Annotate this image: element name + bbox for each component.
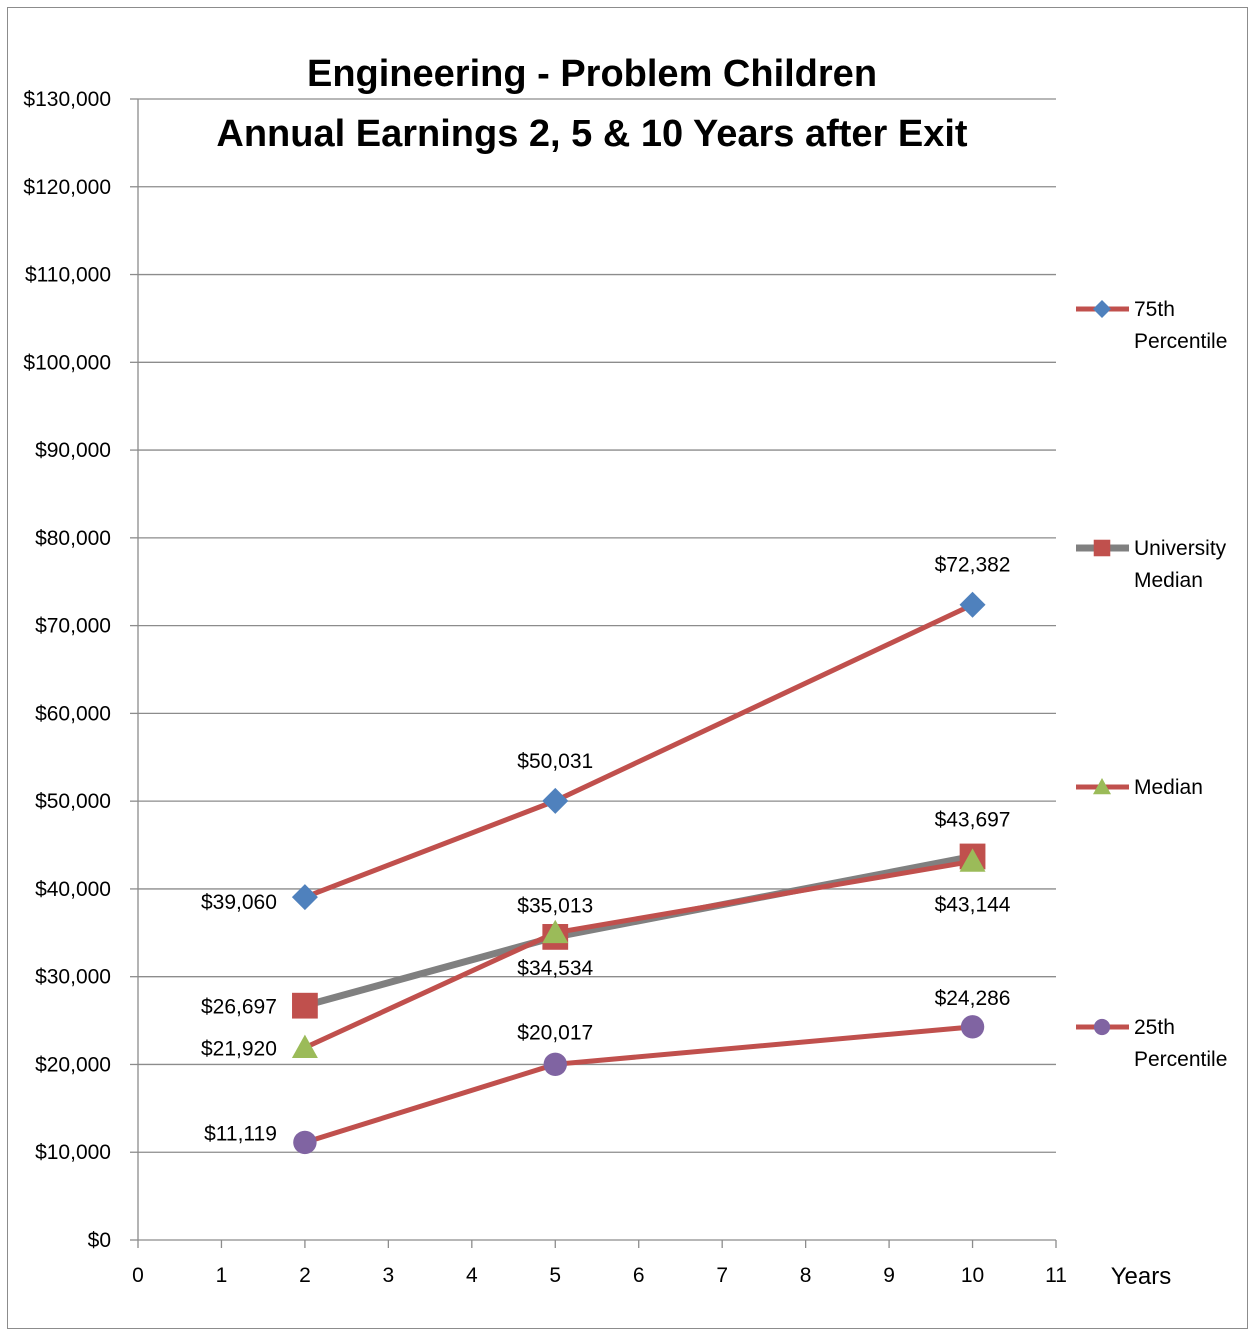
axes: $0 $10,000 $20,000 $30,000 $40,000 $50,000 $60… xyxy=(23,88,1067,1287)
legend-marker xyxy=(1093,300,1111,318)
chart-title-line-2: Annual Earnings 2, 5 & 10 Years after Ex… xyxy=(216,113,968,155)
data-label: $39,060 xyxy=(201,891,277,914)
data-labels: $39,060 $50,031 $72,382 $26,697 $34,534 $43,6… xyxy=(201,554,1011,1146)
legend-label: Median xyxy=(1134,776,1203,799)
data-point-marker xyxy=(542,919,569,944)
data-label: $26,697 xyxy=(201,996,277,1019)
y-tick-label: $120,000 xyxy=(23,176,111,199)
chart-frame xyxy=(7,7,1248,1329)
data-label: $35,013 xyxy=(517,895,593,918)
data-point-marker xyxy=(293,1130,317,1155)
y-tick-label: $100,000 xyxy=(23,351,111,374)
data-point-marker xyxy=(542,787,569,814)
y-tick-label: $60,000 xyxy=(35,702,111,725)
y-tick-label: $90,000 xyxy=(35,439,111,462)
data-point-marker xyxy=(292,992,318,1019)
data-label: $72,382 xyxy=(935,554,1011,577)
data-label: $24,286 xyxy=(935,987,1011,1010)
data-label: $34,534 xyxy=(517,957,593,980)
y-tick-label: $30,000 xyxy=(35,966,111,989)
x-tick-label: 5 xyxy=(549,1264,561,1287)
legend-label: Percentile xyxy=(1134,330,1227,353)
legend-marker xyxy=(1093,778,1111,795)
legend-item: 25th Percentile xyxy=(1076,1016,1227,1071)
x-tick-label: 8 xyxy=(800,1264,812,1287)
y-tick-label: $20,000 xyxy=(35,1053,111,1076)
series-line xyxy=(304,1024,973,1145)
x-tick-label: 11 xyxy=(1045,1264,1067,1287)
x-tick-label: 1 xyxy=(216,1264,228,1287)
chart-title-line-1: Engineering - Problem Children xyxy=(307,53,877,95)
x-tick-label: 4 xyxy=(466,1264,478,1287)
y-tick-label: $70,000 xyxy=(35,615,111,638)
data-label: $20,017 xyxy=(517,1021,593,1044)
data-point-marker xyxy=(291,1034,318,1059)
data-point-marker xyxy=(959,591,986,618)
data-point-marker xyxy=(291,884,318,911)
gridlines xyxy=(138,98,1056,1153)
x-tick-label: 9 xyxy=(883,1264,895,1287)
data-point-marker xyxy=(959,848,986,872)
legend-item: Median xyxy=(1076,776,1203,799)
data-label: $11,119 xyxy=(204,1122,277,1145)
legend-item: University Median xyxy=(1076,537,1227,592)
legend-label: University xyxy=(1134,537,1227,560)
x-tick-label: 6 xyxy=(633,1264,645,1287)
y-tick-label: $0 xyxy=(88,1229,111,1252)
legend-marker xyxy=(1093,1018,1111,1036)
x-tick-label: 3 xyxy=(383,1264,395,1287)
y-tick-label: $130,000 xyxy=(23,88,111,111)
data-label: $43,144 xyxy=(935,893,1011,916)
legend-label: Median xyxy=(1134,569,1203,592)
series-line xyxy=(304,602,974,900)
y-tick-label: $110,000 xyxy=(25,264,111,287)
y-tick-label: $80,000 xyxy=(35,527,111,550)
data-point-marker xyxy=(543,1052,567,1077)
x-tick-label: 0 xyxy=(132,1264,144,1287)
y-tick-label: $10,000 xyxy=(35,1141,111,1164)
series-75th-percentile xyxy=(304,602,974,900)
x-tick-label: 2 xyxy=(299,1264,311,1287)
y-tick-label: $40,000 xyxy=(35,878,111,901)
legend: 75th Percentile University Median Median 25th… xyxy=(1076,298,1227,1071)
legend-label: 25th xyxy=(1134,1016,1175,1039)
legend-item: 75th Percentile xyxy=(1076,298,1227,353)
series-lines xyxy=(291,591,986,1155)
y-tick-label: $50,000 xyxy=(35,790,111,813)
legend-label: 75th xyxy=(1134,298,1175,321)
data-label: $21,920 xyxy=(201,1038,277,1061)
legend-marker xyxy=(1093,539,1111,557)
legend-label: Percentile xyxy=(1134,1048,1227,1071)
series-25th-percentile xyxy=(304,1024,973,1145)
x-tick-label: 7 xyxy=(716,1264,728,1287)
x-tick-label: 10 xyxy=(961,1264,984,1287)
data-label: $43,697 xyxy=(935,808,1011,831)
data-label: $50,031 xyxy=(517,750,593,773)
data-point-marker xyxy=(960,1015,985,1039)
x-axis-title: Years xyxy=(1111,1263,1172,1290)
